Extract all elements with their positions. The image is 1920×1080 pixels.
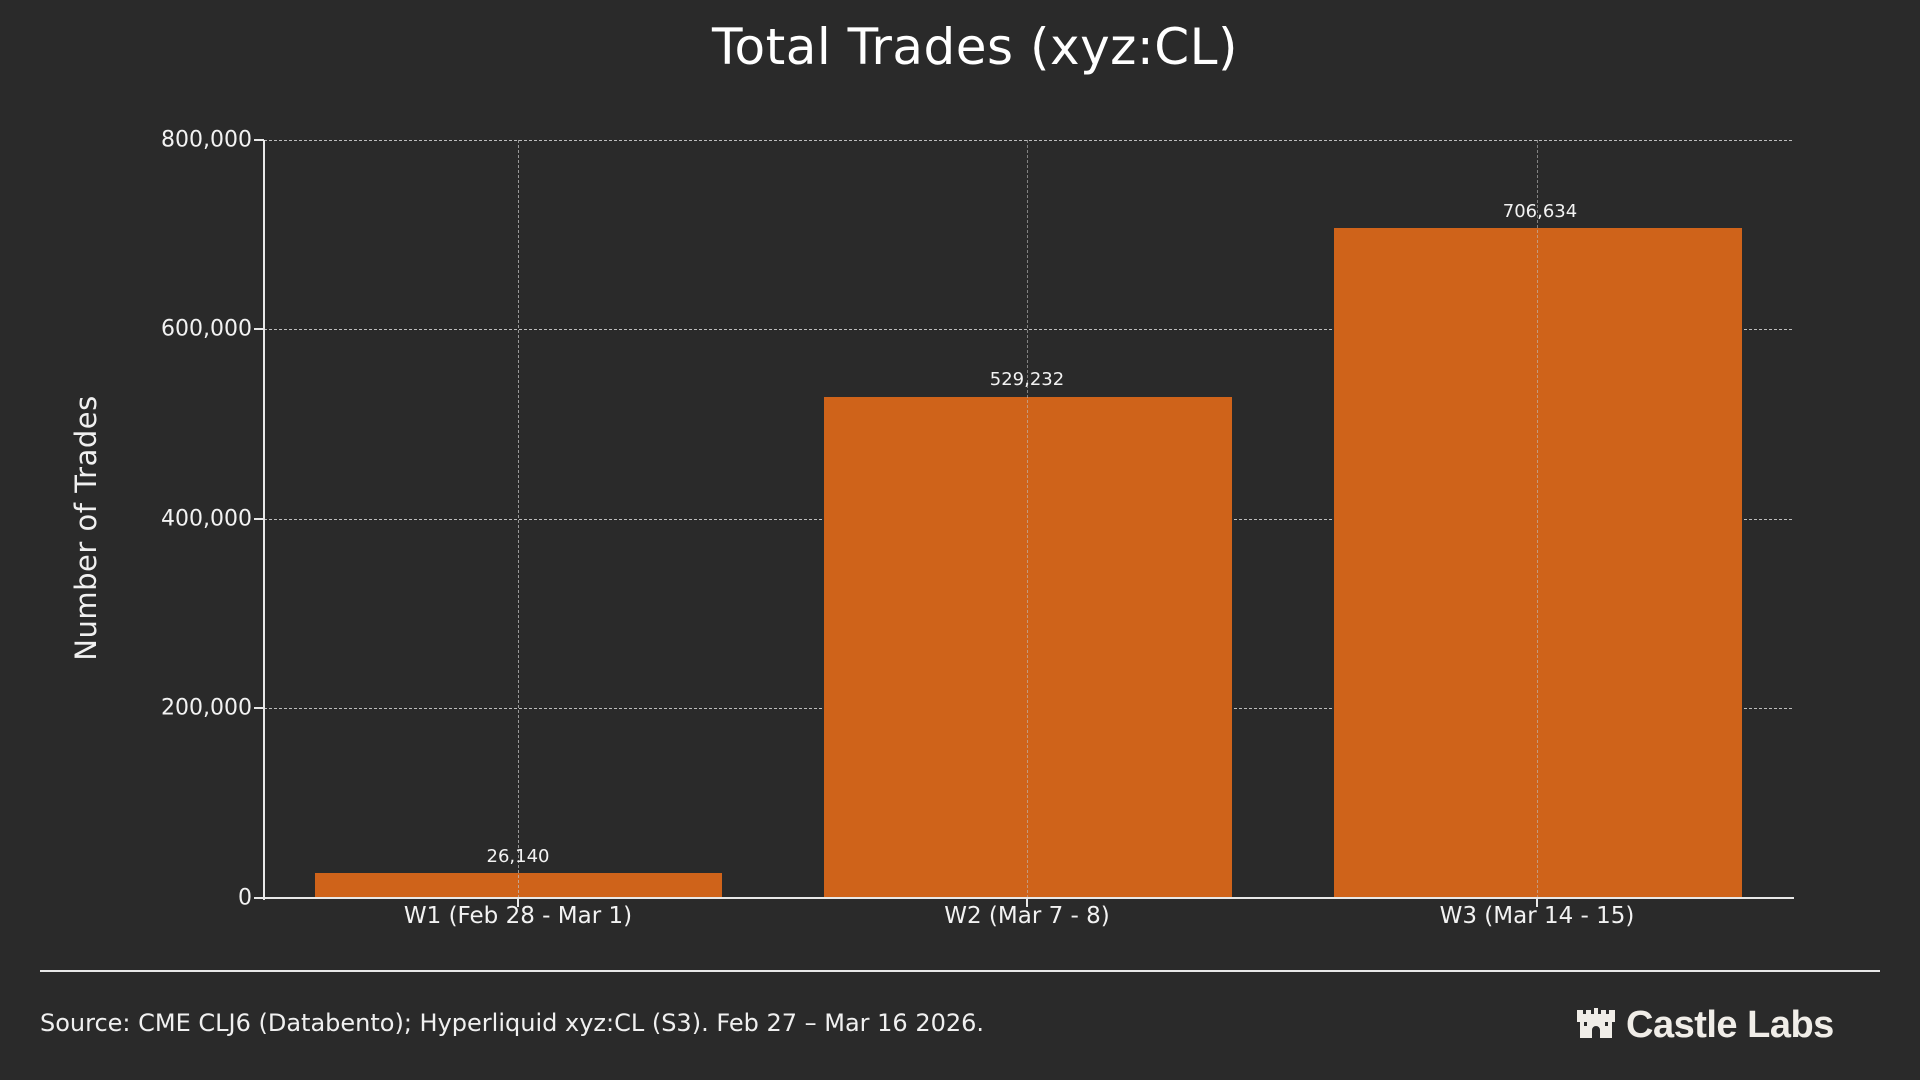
y-tick-label: 600,000	[161, 316, 252, 342]
chart-title: Total Trades (xyz:CL)	[711, 18, 1239, 76]
x-tick-label: W3 (Mar 14 - 15)	[1439, 903, 1635, 929]
castle-icon	[1576, 1007, 1616, 1044]
x-axis	[263, 897, 1794, 899]
bar-w2	[824, 397, 1232, 898]
bar-w3	[1334, 228, 1742, 898]
vgridline-w2	[1027, 140, 1028, 898]
y-tick-label: 0	[238, 885, 252, 911]
bar-value-label: 529,232	[989, 369, 1065, 390]
y-tick-mark	[254, 897, 264, 899]
source-note: Source: CME CLJ6 (Databento); Hyperliqui…	[40, 1009, 985, 1037]
y-axis	[263, 140, 265, 900]
y-tick-label: 400,000	[161, 506, 252, 532]
y-tick-label: 800,000	[161, 127, 252, 153]
x-tick-mark	[1536, 898, 1538, 907]
y-tick-mark	[254, 518, 264, 520]
vgridline-w1	[518, 140, 519, 898]
y-tick-mark	[254, 707, 264, 709]
logo-text: Castle Labs	[1626, 1004, 1834, 1046]
y-tick-mark	[254, 139, 264, 141]
x-tick-label: W1 (Feb 28 - Mar 1)	[403, 903, 633, 929]
x-tick-label: W2 (Mar 7 - 8)	[944, 903, 1110, 929]
x-tick-mark	[517, 898, 519, 907]
footer-divider	[40, 970, 1880, 972]
x-tick-mark	[1026, 898, 1028, 907]
brand-logo: Castle Labs	[1576, 1004, 1834, 1047]
gridline-800000	[264, 140, 1792, 141]
bar-value-label: 26,140	[486, 846, 550, 867]
y-tick-label: 200,000	[161, 695, 252, 721]
bar-value-label: 706,634	[1502, 201, 1578, 222]
gridline-600000	[264, 329, 1792, 330]
y-tick-mark	[254, 328, 264, 330]
vgridline-w3	[1537, 140, 1538, 898]
